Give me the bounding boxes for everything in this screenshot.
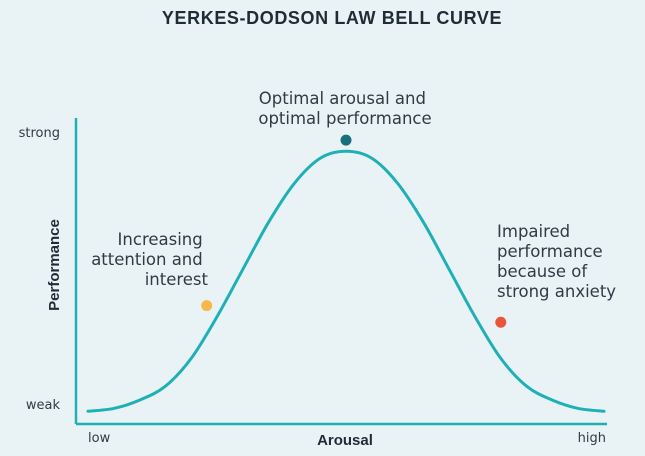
annotation-increasing: Increasing attention and interest xyxy=(91,230,208,289)
point-increasing xyxy=(201,300,213,312)
annotated-points xyxy=(201,134,507,328)
bell-curve-line xyxy=(86,149,606,413)
y-tick-weak: weak xyxy=(26,398,61,413)
y-tick-strong: strong xyxy=(19,126,60,141)
x-axis-title: Arousal xyxy=(317,432,373,449)
annotation-impaired-line-2: performance xyxy=(497,242,603,261)
annotation-optimal: Optimal arousal and optimal performance xyxy=(258,89,431,128)
annotation-optimal-line-1: Optimal arousal and xyxy=(259,89,426,108)
x-tick-high: high xyxy=(578,431,606,446)
annotation-impaired-line-3: because of xyxy=(497,262,588,281)
point-impaired xyxy=(495,316,507,328)
chart-title: YERKES-DODSON LAW BELL CURVE xyxy=(162,8,502,28)
annotation-increasing-line-3: interest xyxy=(145,270,209,289)
annotation-impaired: Impaired performance because of strong a… xyxy=(497,222,616,301)
annotation-increasing-line-1: Increasing xyxy=(118,230,203,249)
y-axis-title: Performance xyxy=(46,219,63,311)
annotation-impaired-line-4: strong anxiety xyxy=(497,282,616,301)
point-optimal xyxy=(340,134,352,146)
annotation-impaired-line-1: Impaired xyxy=(497,222,570,241)
annotation-optimal-line-2: optimal performance xyxy=(258,109,431,128)
annotation-increasing-line-2: attention and xyxy=(91,250,203,269)
x-tick-low: low xyxy=(88,431,111,446)
